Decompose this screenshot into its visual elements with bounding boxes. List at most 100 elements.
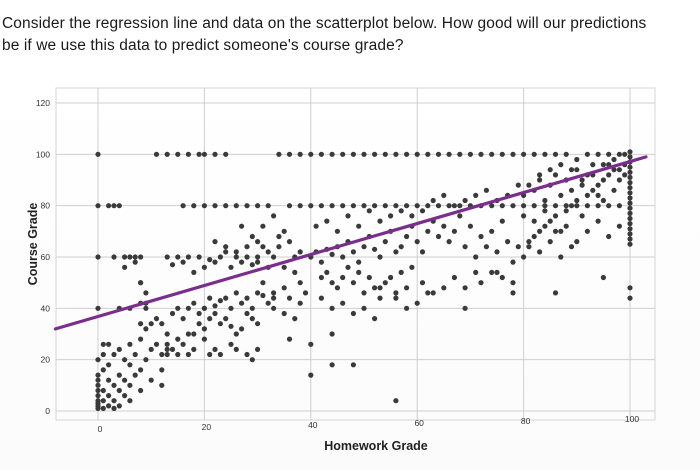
data-point — [414, 300, 420, 306]
data-point — [558, 228, 564, 234]
data-point — [111, 254, 117, 260]
data-point — [622, 172, 628, 178]
data-point — [255, 290, 261, 296]
data-point — [164, 151, 170, 157]
data-point — [95, 382, 101, 388]
data-point — [526, 244, 532, 250]
data-point — [138, 280, 144, 286]
data-point — [308, 151, 314, 157]
y-tick-label: 60 — [41, 252, 51, 262]
data-point — [111, 382, 117, 388]
data-point — [212, 239, 218, 245]
data-point — [542, 151, 548, 157]
question-line-2: be if we use this data to predict someon… — [2, 37, 404, 54]
data-point — [393, 398, 399, 404]
data-point — [286, 336, 293, 342]
data-point — [239, 259, 245, 265]
y-tick-label: 80 — [41, 201, 51, 211]
data-point — [249, 316, 255, 322]
data-point — [414, 203, 420, 209]
data-point — [627, 154, 633, 160]
grid-layer — [55, 87, 656, 421]
data-point — [627, 236, 633, 242]
data-point — [478, 151, 484, 157]
data-point — [398, 244, 404, 250]
data-point — [537, 177, 543, 183]
data-point — [212, 203, 218, 209]
data-point — [95, 254, 101, 260]
x-axis-label: Homework Grade — [324, 439, 428, 453]
data-point — [361, 151, 367, 157]
data-point — [148, 377, 154, 383]
data-point — [627, 231, 633, 237]
data-point — [207, 257, 213, 263]
data-point — [446, 203, 452, 209]
data-point — [313, 223, 319, 229]
data-point — [329, 151, 335, 157]
data-point — [451, 274, 457, 281]
data-point — [627, 185, 633, 191]
data-point — [627, 174, 633, 180]
data-point — [409, 264, 415, 270]
data-point — [574, 197, 580, 204]
data-point — [595, 203, 601, 209]
data-point — [132, 372, 138, 378]
data-point — [228, 323, 234, 329]
data-point — [286, 239, 293, 245]
data-point — [627, 285, 633, 291]
data-point — [318, 203, 324, 209]
data-point — [95, 372, 101, 378]
data-point — [510, 151, 516, 157]
data-point — [164, 254, 170, 260]
data-point — [100, 405, 106, 411]
data-point — [537, 228, 543, 234]
data-point — [627, 164, 633, 170]
data-point — [510, 203, 516, 209]
data-point — [542, 208, 548, 214]
data-point — [122, 393, 128, 399]
data-point — [595, 192, 601, 198]
data-point — [574, 156, 580, 163]
data-point — [260, 292, 266, 299]
data-point — [271, 290, 277, 296]
data-point — [265, 203, 271, 209]
data-point — [345, 264, 351, 270]
data-point — [212, 151, 218, 157]
data-point — [308, 372, 314, 378]
data-point — [350, 249, 356, 255]
data-point — [563, 223, 569, 229]
data-point — [276, 151, 282, 157]
data-point — [521, 213, 527, 219]
data-point — [281, 264, 287, 270]
data-point — [584, 228, 591, 234]
data-point — [584, 192, 591, 198]
data-point — [297, 203, 303, 209]
data-point — [255, 346, 261, 352]
data-point — [404, 151, 410, 157]
data-point — [132, 259, 138, 265]
y-tick-label: 100 — [36, 149, 50, 159]
data-point — [489, 269, 495, 275]
data-point — [271, 295, 277, 301]
data-point — [329, 305, 335, 311]
data-point — [271, 213, 277, 219]
data-point — [356, 223, 362, 229]
data-point — [308, 341, 314, 347]
data-point — [499, 218, 505, 224]
data-point — [377, 285, 383, 291]
data-point — [100, 367, 106, 373]
data-point — [95, 377, 101, 383]
data-point — [579, 213, 585, 219]
data-point — [372, 246, 378, 252]
data-point — [122, 254, 128, 260]
data-point — [462, 244, 468, 250]
data-point — [435, 151, 442, 157]
data-point — [260, 244, 266, 250]
data-point — [111, 203, 117, 209]
data-point — [584, 151, 591, 157]
data-point — [377, 295, 383, 301]
data-point — [382, 151, 388, 157]
data-point — [494, 269, 500, 275]
data-point — [244, 244, 250, 250]
data-point — [180, 341, 186, 347]
